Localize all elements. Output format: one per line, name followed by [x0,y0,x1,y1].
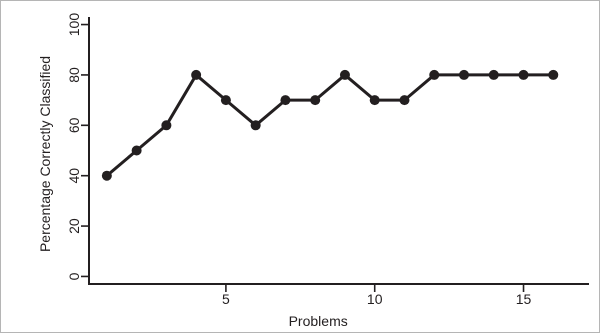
y-axis-ticks: 0 20 40 60 80 100 [66,13,89,280]
data-point [250,120,261,131]
x-tick-label: 10 [367,291,383,307]
data-point [399,95,410,106]
x-axis-ticks: 5 10 15 [222,284,532,307]
data-point [280,95,291,106]
data-point [191,69,202,80]
data-point [339,69,350,80]
data-point [488,69,499,80]
data-point [101,170,112,181]
data-point [518,69,529,80]
y-tick-label: 40 [66,168,82,184]
x-axis-title: Problems [289,313,348,329]
y-axis-title: Percentage Correctly Classified [37,56,53,252]
y-tick-label: 20 [66,218,82,234]
data-point [131,145,142,156]
data-points [101,69,559,181]
data-point [459,69,469,80]
series-line [105,73,554,177]
x-tick-label: 15 [516,291,532,307]
data-point [429,69,440,80]
data-point [310,95,321,106]
data-point [161,120,172,131]
data-point [220,95,231,106]
y-tick-label: 0 [66,272,82,280]
data-point [369,95,380,106]
x-tick-label: 5 [222,291,230,307]
y-tick-label: 100 [66,13,82,37]
y-tick-label: 80 [66,67,82,83]
data-point [548,69,559,80]
y-tick-label: 60 [66,117,82,133]
